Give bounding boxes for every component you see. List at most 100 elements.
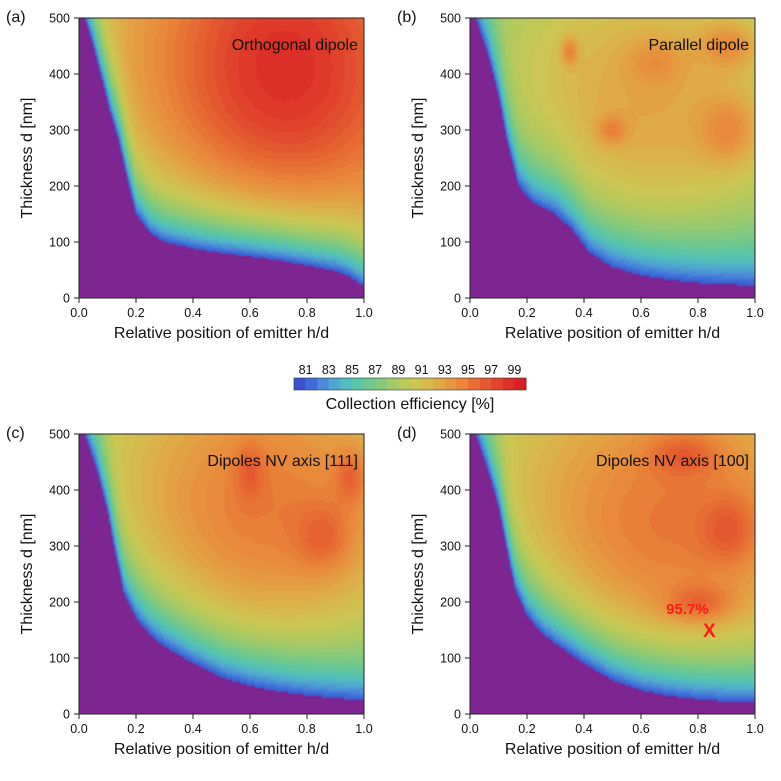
y-tick-label: 0 (63, 708, 70, 722)
colorbar-tick-label: 83 (322, 363, 336, 377)
y-tick-label: 300 (440, 124, 461, 138)
x-tick-label: 0.0 (70, 306, 87, 320)
x-tick-label: 0.2 (518, 306, 535, 320)
colorbar: 81 83 85 87 89 91 93 95 97 99 Collection efficienc… (293, 363, 527, 413)
colorbar-tick-label: 81 (299, 363, 313, 377)
x-tick-label: 0.2 (127, 722, 144, 736)
x-tick-label: 0.4 (184, 722, 201, 736)
colorbar-tick-label: 95 (461, 363, 475, 377)
x-tick-label: 0.0 (461, 306, 478, 320)
panel-title: Parallel dipole (648, 37, 749, 54)
colorbar-tick-label: 87 (368, 363, 382, 377)
x-tick-label: 0.4 (184, 306, 201, 320)
colorbar-tick-label: 91 (415, 363, 429, 377)
x-tick-label: 0.8 (298, 306, 315, 320)
colorbar-frame (293, 377, 527, 391)
x-tick-label: 0.8 (689, 722, 706, 736)
x-tick-label: 0.8 (689, 306, 706, 320)
colorbar-segment (375, 378, 388, 390)
plot-frame (469, 433, 756, 715)
colorbar-segment (514, 378, 527, 390)
panel-title: Orthogonal dipole (232, 37, 358, 54)
y-tick-label: 0 (454, 708, 461, 722)
plot-frame (469, 17, 756, 299)
colorbar-segment (294, 378, 307, 390)
colorbar-tick-label: 93 (438, 363, 452, 377)
x-axis-label: Relative position of emitter h/d (505, 741, 720, 758)
y-tick-label: 500 (49, 428, 70, 442)
colorbar-segment (328, 378, 341, 390)
colorbar-tick-label: 85 (345, 363, 359, 377)
panel-b: 0.0 0.2 0.4 0.6 0.8 1.0 0 100 200 300 400 500 Relati… (397, 9, 764, 342)
colorbar-segment (352, 378, 365, 390)
plot-frame (78, 17, 365, 299)
heatmap-field (79, 18, 364, 298)
y-tick-label: 300 (49, 540, 70, 554)
y-tick-label: 0 (454, 292, 461, 306)
y-tick-label: 300 (440, 540, 461, 554)
colorbar-segment (398, 378, 411, 390)
colorbar-segment (410, 378, 423, 390)
colorbar-segment (444, 378, 457, 390)
colorbar-tick-label: 99 (507, 363, 521, 377)
x-tick-label: 0.6 (241, 722, 258, 736)
colorbar-segment (363, 378, 376, 390)
y-tick-label: 100 (440, 236, 461, 250)
plot-frame (78, 433, 365, 715)
y-tick-label: 400 (440, 484, 461, 498)
x-axis-label: Relative position of emitter h/d (114, 325, 329, 342)
y-tick-label: 400 (440, 68, 461, 82)
colorbar-segment (491, 378, 504, 390)
x-tick-label: 0.6 (632, 306, 649, 320)
colorbar-segment (433, 378, 446, 390)
y-tick-label: 200 (440, 180, 461, 194)
colorbar-segment (317, 378, 330, 390)
x-tick-label: 0.2 (127, 306, 144, 320)
x-tick-label: 0.2 (518, 722, 535, 736)
y-tick-label: 500 (49, 12, 70, 26)
panel-a: 0.0 0.2 0.4 0.6 0.8 1.0 0 100 200 300 400 500 Relati… (6, 9, 373, 342)
panel-title: Dipoles NV axis [111] (207, 453, 358, 470)
x-tick-label: 0.8 (298, 722, 315, 736)
y-axis-label: Thickness d [nm] (19, 98, 36, 219)
y-tick-label: 500 (440, 428, 461, 442)
colorbar-segment (340, 378, 353, 390)
y-tick-label: 200 (440, 596, 461, 610)
colorbar-tick-label: 97 (484, 363, 498, 377)
x-tick-label: 1.0 (746, 722, 763, 736)
panel-label: (b) (397, 9, 417, 26)
panel-d: 0.0 0.2 0.4 0.6 0.8 1.0 0 100 200 300 400 500 Relati… (397, 425, 764, 758)
colorbar-segment (502, 378, 515, 390)
panel-label: (c) (6, 425, 25, 442)
x-tick-label: 0.4 (575, 306, 592, 320)
colorbar-segment (456, 378, 469, 390)
y-tick-label: 100 (49, 236, 70, 250)
colorbar-segment (305, 378, 318, 390)
y-tick-label: 400 (49, 68, 70, 82)
panel-label: (a) (6, 9, 26, 26)
y-tick-label: 200 (49, 596, 70, 610)
x-tick-label: 0.0 (70, 722, 87, 736)
x-tick-label: 1.0 (746, 306, 763, 320)
y-tick-label: 100 (49, 652, 70, 666)
optimum-value-label: 95.7% (666, 601, 709, 618)
colorbar-segment (386, 378, 399, 390)
y-axis-label: Thickness d [nm] (410, 98, 427, 219)
colorbar-segment (421, 378, 434, 390)
y-tick-label: 400 (49, 484, 70, 498)
x-axis-label: Relative position of emitter h/d (114, 741, 329, 758)
x-axis-label: Relative position of emitter h/d (505, 325, 720, 342)
x-tick-label: 0.6 (632, 722, 649, 736)
y-axis-label: Thickness d [nm] (19, 514, 36, 635)
heatmap-field (470, 434, 755, 714)
y-axis-label: Thickness d [nm] (410, 514, 427, 635)
panel-c: 0.0 0.2 0.4 0.6 0.8 1.0 0 100 200 300 400 500 Relati… (6, 425, 373, 758)
heatmap-field (470, 18, 755, 298)
y-tick-label: 0 (63, 292, 70, 306)
y-tick-label: 200 (49, 180, 70, 194)
colorbar-segment (479, 378, 492, 390)
colorbar-segment (468, 378, 481, 390)
colorbar-tick-label: 89 (391, 363, 405, 377)
x-tick-label: 0.0 (461, 722, 478, 736)
